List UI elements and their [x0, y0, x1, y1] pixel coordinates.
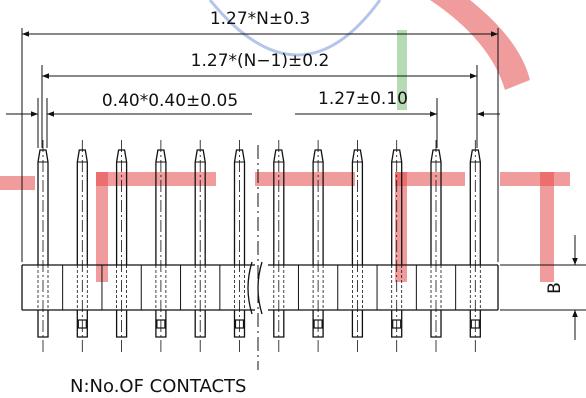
- pin-size-label: 0.40*0.40±0.05: [102, 91, 238, 111]
- pin-tail: [115, 310, 128, 338]
- contacts-note: N:No.OF CONTACTS: [70, 376, 246, 397]
- pin-hidden-line: [312, 265, 324, 310]
- pin-hidden-line: [76, 265, 88, 310]
- insulator-body: [21, 261, 499, 315]
- watermark: [0, 0, 570, 282]
- pin-hidden-line: [194, 265, 206, 310]
- pin-hidden-line: [469, 265, 481, 310]
- pin-hidden-line: [234, 265, 245, 310]
- pin-tail: [469, 310, 481, 338]
- pin-square-mark: [470, 319, 480, 329]
- dimension-lines: [6, 28, 586, 370]
- pin-tail: [273, 310, 285, 338]
- pin-tail: [391, 310, 403, 338]
- pin-hidden-line: [116, 265, 127, 310]
- pin-square-mark: [156, 319, 166, 329]
- pin-tail: [430, 310, 442, 338]
- pin-hidden-line: [391, 265, 403, 310]
- pin-tail: [37, 310, 49, 338]
- pin-tail: [233, 310, 246, 338]
- pin-hidden-line: [37, 265, 49, 310]
- pin-tail: [194, 310, 206, 338]
- pin-group: [37, 140, 481, 355]
- total-length-label: 1.27*N±0.3: [210, 9, 310, 29]
- pin-square-mark: [392, 319, 402, 329]
- body-height-label: B: [545, 282, 565, 294]
- pin-square-mark: [77, 319, 87, 329]
- pin-tail: [312, 310, 324, 338]
- pin-square-mark: [234, 319, 245, 329]
- pin-hidden-line: [352, 265, 363, 310]
- pin-hidden-line: [430, 265, 442, 310]
- pin-tail: [351, 310, 364, 338]
- pin-hidden-line: [273, 265, 285, 310]
- pin-tail: [76, 310, 88, 338]
- pin-tail: [155, 310, 167, 338]
- span-length-label: 1.27*(N−1)±0.2: [191, 51, 330, 71]
- pin-hidden-line: [155, 265, 167, 310]
- pitch-label: 1.27±0.10: [318, 89, 408, 109]
- pin-square-mark: [313, 319, 323, 329]
